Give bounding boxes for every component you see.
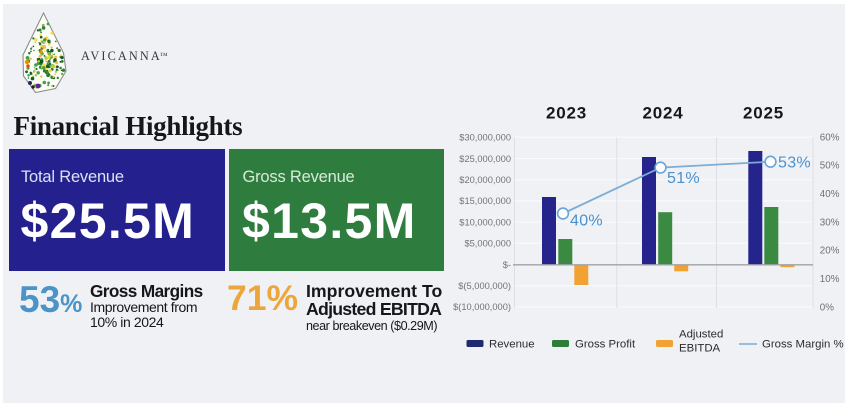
- svg-text:30%: 30%: [820, 217, 840, 228]
- svg-text:50%: 50%: [820, 161, 840, 172]
- svg-text:$15,000,000: $15,000,000: [459, 196, 511, 206]
- svg-text:2023: 2023: [546, 104, 587, 123]
- svg-text:10%: 10%: [820, 274, 840, 285]
- svg-text:$10,000,000: $10,000,000: [459, 217, 511, 227]
- svg-text:40%: 40%: [820, 189, 840, 200]
- svg-text:$-: $-: [503, 260, 511, 270]
- svg-text:$(10,000,000): $(10,000,000): [453, 302, 511, 312]
- svg-text:Gross Margin %: Gross Margin %: [762, 339, 844, 351]
- svg-text:$25,000,000: $25,000,000: [459, 154, 511, 164]
- svg-text:$(5,000,000): $(5,000,000): [458, 281, 511, 291]
- svg-text:$30,000,000: $30,000,000: [459, 133, 511, 143]
- svg-text:$5,000,000: $5,000,000: [464, 239, 511, 249]
- svg-text:0%: 0%: [820, 302, 834, 313]
- svg-text:EBITDA: EBITDA: [679, 343, 721, 355]
- svg-text:Revenue: Revenue: [489, 339, 535, 351]
- svg-text:Gross Profit: Gross Profit: [575, 339, 636, 351]
- svg-text:20%: 20%: [820, 246, 840, 257]
- svg-text:$20,000,000: $20,000,000: [459, 175, 511, 185]
- svg-text:60%: 60%: [820, 132, 840, 143]
- svg-text:51%: 51%: [667, 170, 700, 187]
- svg-text:Adjusted: Adjusted: [679, 329, 723, 341]
- svg-text:53%: 53%: [778, 155, 811, 172]
- svg-text:2024: 2024: [642, 104, 683, 123]
- svg-text:2025: 2025: [743, 104, 784, 123]
- svg-text:40%: 40%: [570, 213, 603, 230]
